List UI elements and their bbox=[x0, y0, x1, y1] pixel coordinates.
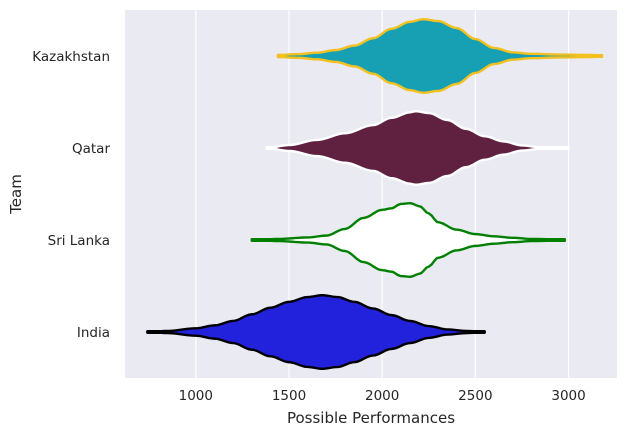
violin-india bbox=[146, 294, 486, 370]
y-tick-label: Kazakhstan bbox=[32, 49, 110, 65]
y-tick-label: Qatar bbox=[72, 141, 110, 157]
x-tick-label: 3000 bbox=[551, 388, 585, 404]
x-tick-label: 2000 bbox=[365, 388, 399, 404]
violins bbox=[146, 18, 604, 370]
x-tick-label: 1000 bbox=[179, 388, 213, 404]
x-axis-label: Possible Performances bbox=[287, 409, 455, 427]
y-axis-label: Team bbox=[7, 174, 25, 215]
y-tick-labels: Kazakhstan Qatar Sri Lanka India bbox=[32, 49, 110, 341]
violin-kazakhstan bbox=[276, 18, 604, 94]
x-tick-label: 2500 bbox=[458, 388, 492, 404]
violin-sri-lanka bbox=[250, 202, 567, 278]
y-tick-label: India bbox=[77, 325, 110, 341]
x-tick-labels: 1000 1500 2000 2500 3000 bbox=[179, 388, 586, 404]
x-tick-label: 1500 bbox=[272, 388, 306, 404]
y-tick-label: Sri Lanka bbox=[48, 233, 110, 249]
violin-qatar bbox=[265, 110, 570, 186]
